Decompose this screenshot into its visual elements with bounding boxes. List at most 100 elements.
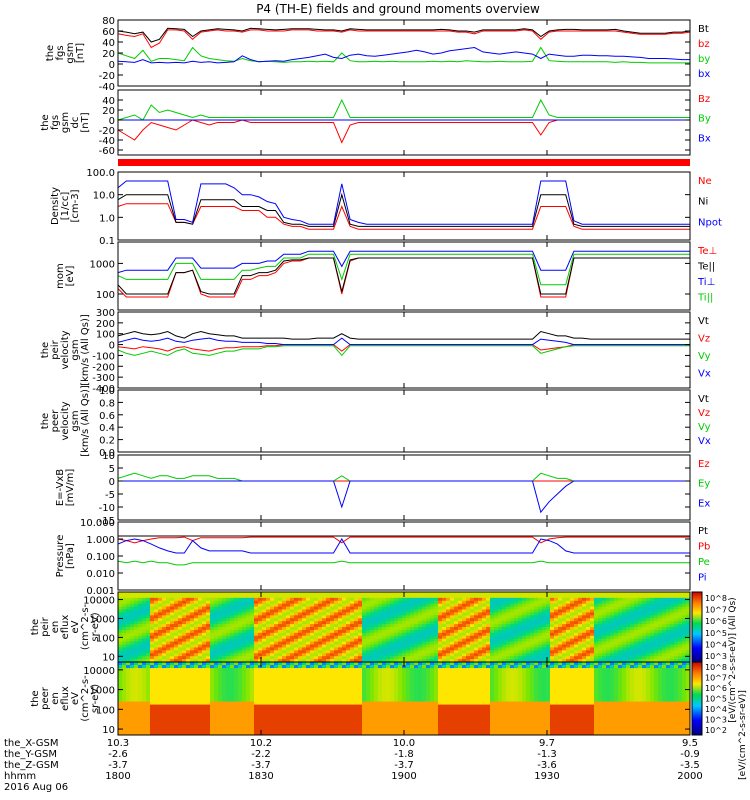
legend-Vx: Vx [698,369,711,380]
x-tick-y: -0.9 [680,749,700,760]
series-line-Pb [117,536,690,544]
y-axis-label: [nT] [80,112,91,132]
y-tick-label: -10 [99,503,115,514]
legend-Ti⊥: Ti⊥ [697,277,715,288]
panel-density: 0.1 1.0 10.0 100.0 Density [1/cc] [cm-3] Ne Ni Np… [50,168,722,247]
y-tick-label: 100 [96,330,115,341]
y-axis-label: E=-VxB [55,469,66,506]
series-line-Ex [118,480,690,514]
panel-peer-en-eflux: 10 100 1000 10000 the peer en eflux eV (cm^2-s-sr… [30,661,691,736]
x-tick-hhmm: 1900 [391,771,416,782]
legend-Ne: Ne [698,176,712,187]
y-axis-label: the [40,413,51,429]
y-axis-label: velocity [60,330,71,369]
x-row-label: the_X-GSM [4,738,58,749]
x-tick-y: -1.8 [394,749,414,760]
legend-Te||: Te|| [697,262,715,273]
y-tick-label: 100 [96,705,115,716]
series-line-Bt [117,27,691,43]
y-tick-label: 20 [102,106,115,117]
y-axis-label: [mV/m] [65,469,76,507]
legend-Pe: Pe [698,557,710,568]
colorbar-tick: 10^3 [705,715,727,724]
x-tick-x: 10.0 [393,738,415,749]
y-axis-label: [km/s (All Qs)] [80,314,91,386]
colorbar-tick: 10^4 [705,705,727,714]
colorbar-tick: 10^5 [705,629,727,638]
x-tick-y: -1.3 [537,749,557,760]
x-row-label: hhmm [4,771,36,782]
series-line-Te|| [117,257,690,295]
y-tick-label: 40 [102,38,115,49]
colorbar-tick: 10^7 [705,674,727,683]
x-tick-x: 10.2 [250,738,272,749]
y-axis-label: [nPa] [65,543,76,569]
x-tick-y: -2.6 [108,749,128,760]
series-line-Ey [117,472,690,482]
y-axis-label: gsm [60,112,71,133]
colorbar-label: [eV/(cm^2-s-sr-eV)] (All Qs) [728,597,738,722]
legend-Vt: Vt [698,394,709,405]
series-line-Ti⊥ [117,250,690,274]
legend-Bt: Bt [698,24,709,35]
y-tick-label: 1.0 [99,386,115,397]
y-axis-label: the [30,690,41,706]
y-axis-label: eflux [60,615,71,640]
legend-Pt: Pt [698,526,708,537]
x-tick-y: -2.2 [251,749,271,760]
legend-bx: bx [698,69,710,80]
y-tick-label: 10000 [83,666,115,677]
colorbar-tick: 10^8 [705,594,727,603]
legend-bz: bz [698,39,710,50]
y-tick-label: 10 [102,451,115,462]
y-axis-label: [cm-3] [70,189,81,222]
y-tick-label: 100 [96,633,115,644]
y-tick-label: 0.100 [86,552,115,563]
y-tick-label: 10000 [83,596,115,607]
y-tick-label: 0.2 [99,436,115,447]
y-axis-label: gsm [70,339,81,360]
y-tick-label: -300 [92,373,115,384]
colorbar [691,661,703,736]
y-axis-label: en [50,692,61,705]
y-tick-label: 40 [102,96,115,107]
figure-title: P4 (TH-E) fields and ground moments over… [256,2,540,16]
y-axis-label: [1/cc] [60,192,71,221]
y-axis-label: Pressure [55,535,66,578]
y-axis-label: dc [70,117,81,129]
panel-pressure: 0.001 0.010 0.100 1.000 10.000 Pressure [nPa] P… [55,518,710,597]
y-tick-label: 0.001 [86,586,115,597]
colorbar-tick: 10^6 [705,684,727,693]
panel-mom-temperature: 100 1000 mom [eV] Te⊥ Te|| Ti⊥ Ti|| [55,241,717,311]
y-tick-label: 300 [96,308,115,319]
x-tick-hhmm: 1830 [248,771,273,782]
y-axis-label: the [45,45,56,61]
colorbar-tick: 10^7 [705,606,727,615]
colorbar-tick: 10^3 [705,652,727,661]
y-axis-label: fgs [55,45,66,60]
legend-Vy: Vy [698,351,711,362]
y-tick-label: 10 [102,652,115,663]
series-line-Te⊥ [117,257,690,298]
y-tick-label: 0 [109,116,115,127]
y-axis-label: peer [40,686,51,710]
series-line-Ni [117,192,690,227]
y-axis-label: the [30,619,41,635]
y-tick-label: 0.8 [99,398,115,409]
series-line-Bz [117,119,690,144]
y-tick-label: 10 [102,725,115,736]
y-axis-label: mom [55,263,66,289]
series-line-by [117,46,690,64]
y-tick-label: -20 [99,71,115,82]
y-axis-label: peir [50,339,61,359]
y-tick-label: -200 [92,362,115,373]
x-tick-x: 9.5 [682,738,698,749]
legend-Ey: Ey [698,479,710,490]
y-tick-label: 0.0 [99,448,115,459]
legend-Vz: Vz [698,408,710,419]
colorbar-tick: 10^6 [705,617,727,626]
